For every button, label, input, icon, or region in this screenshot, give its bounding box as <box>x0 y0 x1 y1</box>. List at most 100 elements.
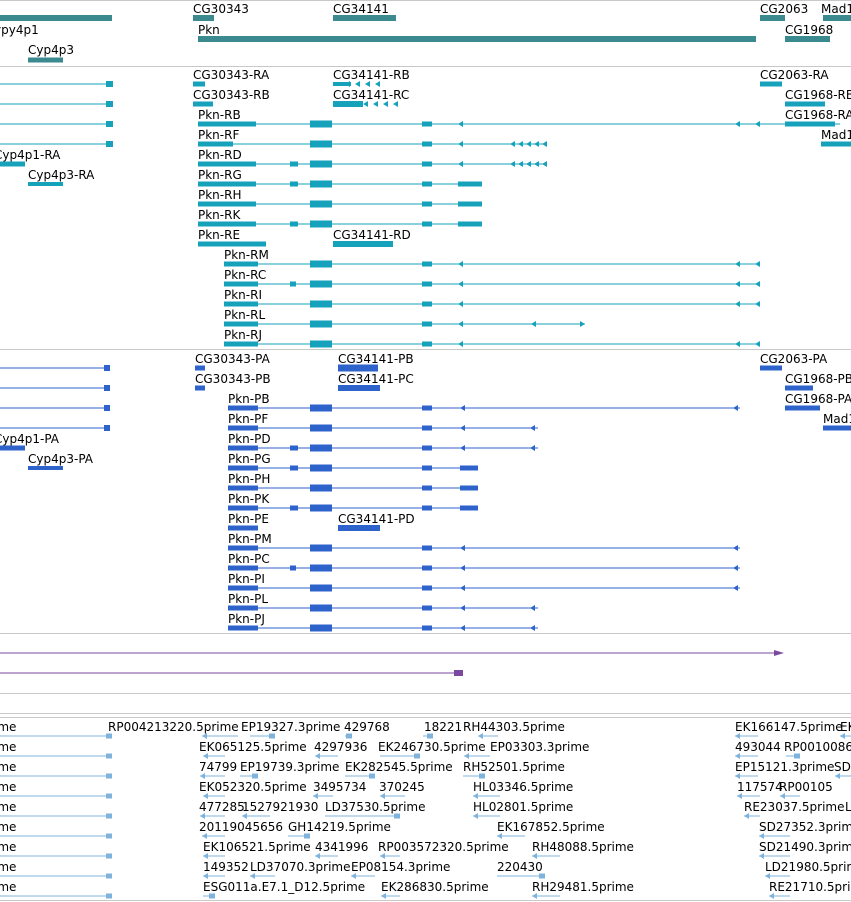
strand-arrow[interactable] <box>735 773 740 779</box>
exon-block[interactable] <box>228 565 258 571</box>
strand-arrow[interactable] <box>580 321 585 327</box>
strand-arrow[interactable] <box>458 121 463 127</box>
est-label[interactable]: ime <box>0 760 17 774</box>
protein-label[interactable]: Pkn-PD <box>228 432 271 446</box>
est-label[interactable]: 149352 <box>203 860 249 874</box>
exon-block[interactable] <box>458 221 482 227</box>
transcript-label[interactable]: Pkn-RB <box>198 108 241 122</box>
transcript-label[interactable]: CG30343-RB <box>193 88 270 102</box>
exon-block[interactable] <box>0 161 25 167</box>
exon-block[interactable] <box>198 121 256 127</box>
protein-label[interactable]: Pkn-PI <box>228 572 265 586</box>
est-label[interactable]: ime <box>0 780 17 794</box>
est-label[interactable]: RH48088.5prime <box>532 840 634 854</box>
strand-arrow[interactable] <box>735 341 740 347</box>
strand-arrow[interactable] <box>380 853 385 859</box>
exon-block[interactable] <box>228 505 258 511</box>
strand-arrow[interactable] <box>351 873 356 879</box>
strand-arrow[interactable] <box>755 261 760 267</box>
protein-label[interactable]: CG34141-PC <box>338 372 414 386</box>
transcript-label[interactable]: CG30343-RA <box>193 68 270 82</box>
strand-arrow[interactable] <box>526 161 531 167</box>
exon-block[interactable] <box>0 15 112 21</box>
strand-arrow[interactable] <box>733 545 738 551</box>
strand-arrow[interactable] <box>315 853 320 859</box>
protein-label[interactable]: CG30343-PB <box>195 372 271 386</box>
est-label[interactable]: EK282545.5prime <box>345 760 453 774</box>
exon-block[interactable] <box>224 341 258 347</box>
strand-arrow[interactable] <box>735 733 740 739</box>
exon-block[interactable] <box>228 585 258 591</box>
gene-label[interactable]: CG1968 <box>785 23 834 37</box>
exon-block[interactable] <box>310 604 332 612</box>
est-label[interactable]: LD37070.3prime <box>250 860 351 874</box>
est-label[interactable]: ime <box>0 740 17 754</box>
exon-block[interactable] <box>422 465 432 471</box>
exon-block[interactable] <box>198 36 756 42</box>
exon-block[interactable] <box>422 341 432 347</box>
est-label[interactable]: 20119045656 <box>199 820 283 834</box>
strand-arrow[interactable] <box>530 625 535 631</box>
exon-block[interactable] <box>228 465 258 471</box>
est-label[interactable]: 4297936 <box>314 740 368 754</box>
transcript-label[interactable]: CG1968-RA <box>785 108 851 122</box>
est-label[interactable]: RP003572320.5prime <box>378 840 509 854</box>
strand-arrow[interactable] <box>526 141 531 147</box>
est-label[interactable]: EK246730.5prime <box>378 740 486 754</box>
protein-label[interactable]: Pkn-PM <box>228 532 272 546</box>
est-label[interactable]: 220430 <box>497 860 543 874</box>
strand-arrow[interactable] <box>780 793 785 799</box>
strand-arrow[interactable] <box>375 81 380 87</box>
est-label[interactable]: RH44303.5prime <box>463 720 565 734</box>
exon-block[interactable] <box>422 281 432 287</box>
strand-arrow[interactable] <box>458 281 463 287</box>
est-label[interactable]: 3495734 <box>313 780 367 794</box>
exon-block[interactable] <box>414 753 420 759</box>
exon-block[interactable] <box>228 545 258 551</box>
transcript-label[interactable]: Pkn-RC <box>224 268 267 282</box>
strand-arrow[interactable] <box>345 81 350 87</box>
strand-arrow[interactable] <box>532 893 537 899</box>
exon-block[interactable] <box>458 201 482 207</box>
transcript-label[interactable]: Cyp4p3-RA <box>28 168 95 182</box>
strand-arrow[interactable] <box>759 853 764 859</box>
strand-arrow[interactable] <box>460 445 465 451</box>
est-label[interactable]: ESG011a.E7.1_D12.5prime <box>203 880 366 894</box>
est-label[interactable]: L <box>845 800 851 814</box>
exon-block[interactable] <box>333 101 363 107</box>
strand-arrow[interactable] <box>735 281 740 287</box>
strand-arrow[interactable] <box>530 445 535 451</box>
est-label[interactable]: SD27352.3prime <box>759 820 851 834</box>
exon-block[interactable] <box>422 405 432 411</box>
protein-label[interactable]: Pkn-PG <box>228 452 271 466</box>
exon-block[interactable] <box>224 321 258 327</box>
exon-block[interactable] <box>290 445 298 451</box>
est-label[interactable]: RP00105 <box>779 780 833 794</box>
exon-block[interactable] <box>106 813 112 819</box>
strand-arrow[interactable] <box>532 853 537 859</box>
transcript-label[interactable]: CG34141-RB <box>333 68 410 82</box>
exon-block[interactable] <box>422 505 432 511</box>
exon-block[interactable] <box>310 200 332 208</box>
exon-block[interactable] <box>422 585 432 591</box>
strand-arrow[interactable] <box>510 161 515 167</box>
exon-block[interactable] <box>106 733 112 739</box>
exon-block[interactable] <box>422 485 432 491</box>
exon-block[interactable] <box>823 425 851 431</box>
exon-block[interactable] <box>333 241 393 247</box>
exon-block[interactable] <box>760 365 782 371</box>
transcript-label[interactable]: CG34141-RD <box>333 228 411 242</box>
exon-block[interactable] <box>290 181 298 187</box>
gene-label[interactable]: Cyp4p3 <box>28 43 74 57</box>
exon-block[interactable] <box>310 444 332 452</box>
exon-block[interactable] <box>106 793 112 799</box>
exon-block[interactable] <box>310 280 332 288</box>
strand-arrow[interactable] <box>458 301 463 307</box>
exon-block[interactable] <box>198 181 256 187</box>
est-label[interactable]: EP19739.3prime <box>240 760 340 774</box>
strand-arrow[interactable] <box>735 121 740 127</box>
exon-block[interactable] <box>760 15 785 21</box>
strand-arrow[interactable] <box>383 101 388 107</box>
strand-arrow[interactable] <box>735 753 740 759</box>
strand-arrow[interactable] <box>203 853 208 859</box>
